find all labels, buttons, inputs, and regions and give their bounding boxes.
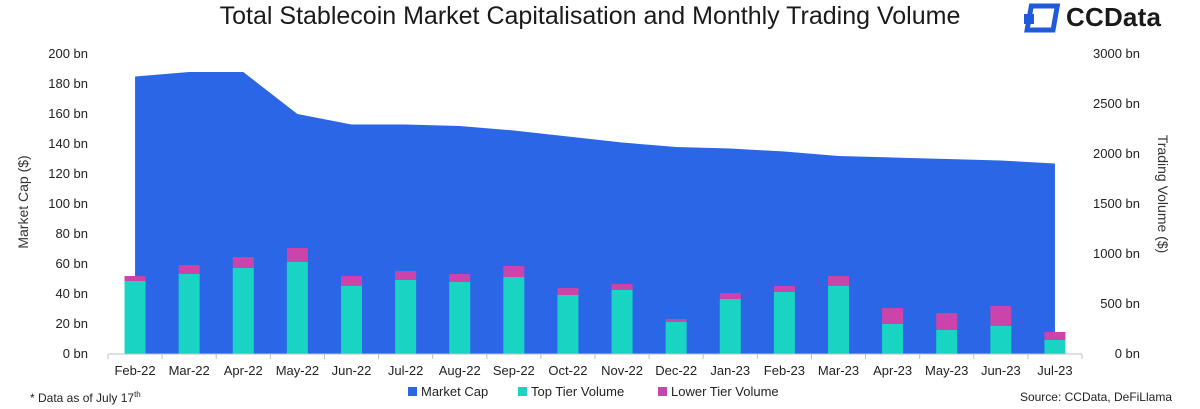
y2-tick-label: 500 bn	[1100, 296, 1140, 311]
lower-tier-bar	[773, 286, 795, 292]
y-tick-label: 160 bn	[48, 106, 88, 121]
lower-tier-bar	[341, 276, 362, 286]
legend-label: Lower Tier Volume	[671, 384, 779, 399]
top-tier-bar	[449, 282, 471, 354]
top-tier-bar	[178, 274, 200, 354]
legend-label: Market Cap	[421, 384, 488, 399]
y-tick-label: 80 bn	[55, 226, 88, 241]
lower-tier-bar	[719, 293, 741, 299]
x-tick-label: Jul-23	[1037, 363, 1072, 378]
y-tick-label: 140 bn	[48, 136, 88, 151]
legend-swatch	[518, 387, 527, 396]
footnote-text: * Data as of July 17	[30, 391, 135, 405]
x-tick-label: Feb-23	[764, 363, 805, 378]
lower-tier-bar	[882, 308, 904, 324]
lower-tier-bar	[124, 276, 146, 281]
y-axis-title: Market Cap ($)	[15, 155, 31, 248]
x-tick-label: Aug-22	[439, 363, 481, 378]
x-tick-label: Nov-22	[601, 363, 643, 378]
x-tick-label: Apr-22	[224, 363, 263, 378]
top-tier-bar	[882, 324, 904, 354]
brand-name: CCData	[1066, 2, 1162, 32]
lower-tier-bar	[665, 319, 687, 322]
top-tier-bar	[611, 290, 633, 354]
top-tier-bar	[719, 299, 741, 354]
top-tier-bar	[395, 280, 417, 354]
x-tick-label: Dec-22	[655, 363, 697, 378]
top-tier-bar	[828, 286, 849, 354]
chart-title: Total Stablecoin Market Capitalisation a…	[219, 2, 961, 30]
legend-swatch	[658, 387, 667, 396]
x-tick-label: Jan-23	[710, 363, 750, 378]
y2-tick-label: 3000 bn	[1093, 46, 1140, 61]
x-tick-label: Jul-22	[388, 363, 423, 378]
y2-tick-label: 2000 bn	[1093, 146, 1140, 161]
y-tick-label: 20 bn	[55, 316, 88, 331]
source-note: Source: CCData, DeFiLlama	[1019, 390, 1172, 404]
lower-tier-bar	[1044, 332, 1066, 340]
x-tick-label: Feb-22	[114, 363, 155, 378]
top-tier-bar	[232, 268, 254, 354]
y-tick-label: 180 bn	[48, 76, 88, 91]
x-tick-label: May-22	[276, 363, 319, 378]
y2-axis-title: Trading Volume ($)	[1155, 135, 1171, 254]
market-cap-area	[135, 72, 1055, 354]
lower-tier-bar	[611, 284, 633, 290]
y-tick-label: 0 bn	[63, 346, 88, 361]
lower-tier-bar	[828, 276, 849, 286]
lower-tier-bar	[936, 313, 958, 330]
legend-swatch	[408, 387, 417, 396]
top-tier-bar	[124, 281, 146, 354]
x-tick-label: Mar-23	[818, 363, 859, 378]
y-tick-label: 200 bn	[48, 46, 88, 61]
footnote-sup: th	[134, 390, 141, 399]
lower-tier-bar	[232, 257, 254, 268]
x-tick-label: Apr-23	[873, 363, 912, 378]
y-tick-label: 100 bn	[48, 196, 88, 211]
top-tier-bar	[503, 277, 525, 354]
top-tier-bar	[1044, 340, 1066, 354]
x-tick-label: Oct-22	[548, 363, 587, 378]
x-tick-label: Jun-23	[981, 363, 1021, 378]
legend-label: Top Tier Volume	[531, 384, 624, 399]
top-tier-bar	[286, 262, 308, 354]
top-tier-bar	[557, 295, 579, 354]
y2-tick-label: 2500 bn	[1093, 96, 1140, 111]
lower-tier-bar	[557, 288, 579, 295]
y2-tick-label: 0 bn	[1115, 346, 1140, 361]
top-tier-bar	[665, 322, 687, 354]
top-tier-bar	[936, 330, 958, 354]
x-tick-label: May-23	[925, 363, 968, 378]
lower-tier-bar	[990, 306, 1012, 326]
footnote: * Data as of July 17th	[30, 390, 141, 405]
brand-logo: CCData	[1022, 2, 1200, 34]
top-tier-bar	[773, 292, 795, 354]
ccdata-logo-icon	[1024, 3, 1061, 33]
x-tick-label: Mar-22	[169, 363, 210, 378]
top-tier-bar	[341, 286, 362, 354]
lower-tier-bar	[503, 266, 525, 277]
top-tier-bar	[990, 326, 1012, 354]
y-tick-label: 40 bn	[55, 286, 88, 301]
x-tick-label: Sep-22	[493, 363, 535, 378]
lower-tier-bar	[286, 248, 308, 262]
y-tick-label: 60 bn	[55, 256, 88, 271]
y2-tick-label: 1500 bn	[1093, 196, 1140, 211]
lower-tier-bar	[449, 274, 471, 282]
lower-tier-bar	[395, 271, 417, 280]
lower-tier-bar	[178, 265, 200, 274]
y2-tick-label: 1000 bn	[1093, 246, 1140, 261]
x-tick-label: Jun-22	[332, 363, 372, 378]
y-tick-label: 120 bn	[48, 166, 88, 181]
